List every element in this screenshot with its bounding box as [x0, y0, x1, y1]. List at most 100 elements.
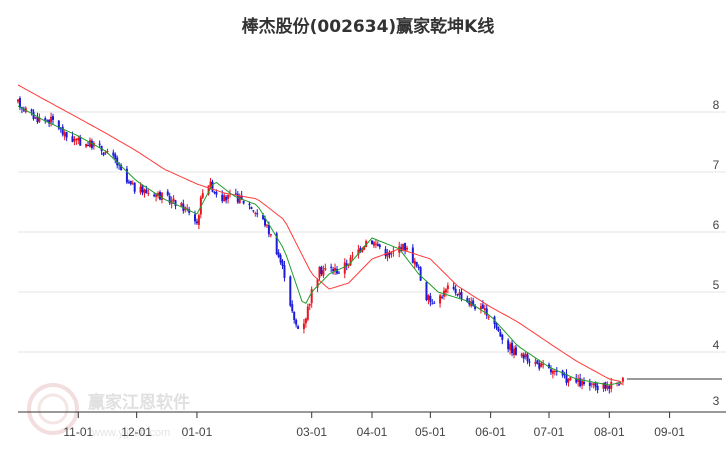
candle-body	[118, 164, 121, 166]
candle-body	[555, 370, 558, 372]
candle-body	[209, 181, 212, 187]
candle-body	[125, 168, 128, 183]
y-tick-label: 8	[713, 98, 720, 112]
candle-body	[549, 369, 552, 373]
candle-body	[22, 108, 25, 111]
candle-body	[304, 318, 307, 324]
candle-body	[225, 196, 228, 201]
watermark-url: www.yjjsoft.com	[91, 427, 170, 439]
watermark-name: 赢家江恩软件	[88, 392, 190, 413]
candle-body	[534, 362, 537, 364]
candle-body	[133, 182, 136, 192]
candle-body	[429, 295, 432, 303]
candle-body	[248, 203, 251, 206]
candle-body	[114, 154, 117, 159]
candle-body	[318, 267, 321, 278]
candle-body	[542, 363, 545, 365]
candle-body	[567, 378, 570, 383]
candle-body	[551, 370, 554, 374]
candle-body	[30, 109, 33, 112]
grid-lines	[18, 111, 726, 353]
candle-body	[419, 267, 422, 281]
candle-body	[197, 215, 200, 225]
candle-body	[337, 272, 340, 274]
candle-body	[522, 354, 525, 359]
candle-body	[17, 99, 19, 102]
candle-body	[610, 382, 613, 389]
candle-body	[104, 152, 107, 154]
candle-body	[458, 292, 461, 295]
candle-body	[221, 194, 224, 202]
candle-body	[563, 373, 566, 375]
candle-body	[129, 180, 132, 185]
candle-body	[495, 323, 498, 328]
candle-body	[452, 286, 455, 290]
candle-body	[376, 244, 379, 246]
candle-body	[306, 306, 309, 320]
candle-body	[32, 111, 35, 119]
candle-body	[207, 185, 210, 195]
candle-body	[460, 291, 463, 300]
candle-body	[85, 143, 88, 147]
candle-body	[71, 136, 74, 142]
candle-body	[569, 377, 572, 381]
candle-body	[36, 117, 39, 123]
candle-body	[153, 194, 156, 197]
watermark-logo-inner	[37, 393, 69, 425]
candle-body	[50, 116, 53, 123]
candle-body	[320, 266, 323, 275]
candle-body	[77, 138, 80, 141]
candle-body	[293, 311, 296, 320]
candle-body	[238, 196, 241, 204]
x-tick-label: 03-01	[296, 425, 327, 439]
candle-body	[553, 370, 556, 372]
candle-body	[441, 296, 444, 298]
candle-body	[481, 304, 484, 309]
candle-body	[583, 381, 586, 385]
candle-body	[264, 218, 267, 226]
candle-body	[295, 319, 298, 325]
candle-body	[363, 246, 366, 250]
candle-body	[275, 233, 278, 255]
candle-body	[579, 378, 582, 387]
candle-body	[619, 383, 622, 385]
candle-body	[324, 267, 327, 270]
candle-body	[425, 282, 428, 301]
candle-body	[371, 240, 373, 245]
candle-body	[52, 116, 55, 120]
candle-body	[234, 193, 237, 195]
candle-body	[343, 262, 346, 274]
candle-body	[252, 210, 255, 212]
candle-body	[79, 136, 82, 146]
candle-body	[512, 348, 515, 355]
candle-body	[256, 213, 259, 215]
candle-body	[594, 382, 597, 387]
candle-body	[417, 266, 420, 269]
candle-body	[316, 279, 319, 288]
candle-body	[116, 157, 119, 166]
candle-body	[454, 288, 457, 294]
candle-body	[160, 192, 163, 201]
x-tick-label: 01-01	[182, 425, 213, 439]
candle-body	[487, 316, 490, 318]
candle-body	[242, 200, 245, 204]
y-tick-label: 7	[713, 158, 720, 172]
candle-body	[446, 285, 449, 289]
candle-body	[145, 189, 148, 193]
candle-body	[254, 212, 257, 214]
candle-body	[75, 138, 78, 141]
candle-body	[166, 191, 169, 196]
candle-body	[509, 344, 512, 351]
candle-body	[57, 120, 60, 129]
candle-body	[269, 234, 272, 236]
x-tick-label: 07-01	[534, 425, 565, 439]
candle-body	[87, 145, 90, 147]
candle-body	[392, 251, 395, 253]
candle-body	[194, 214, 196, 222]
candle-body	[267, 225, 270, 235]
x-tick-label: 08-01	[594, 425, 625, 439]
candle-body	[431, 303, 434, 305]
candle-body	[262, 214, 265, 220]
candle-body	[195, 221, 198, 224]
